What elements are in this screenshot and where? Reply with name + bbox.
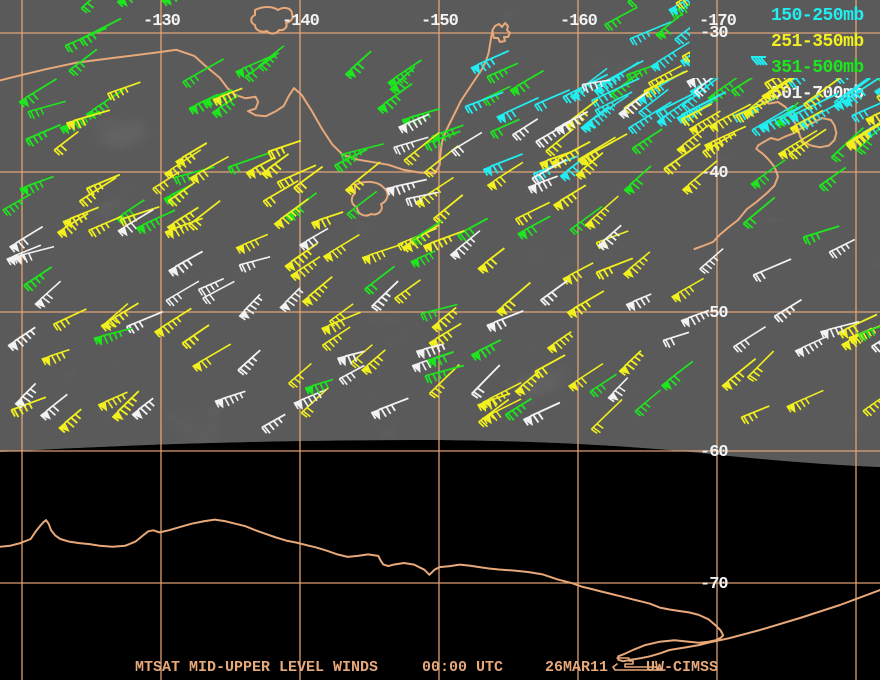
svg-text:-60: -60 (700, 443, 728, 462)
svg-text:150-250mb: 150-250mb (771, 6, 864, 26)
svg-text:-160: -160 (560, 12, 598, 31)
svg-text:351-500mb: 351-500mb (771, 58, 864, 78)
svg-text:-140: -140 (282, 12, 320, 31)
svg-text:-150: -150 (421, 12, 459, 31)
svg-text:-40: -40 (700, 164, 728, 183)
svg-text:-70: -70 (700, 575, 728, 594)
svg-text:MTSAT MID-UPPER LEVEL WINDS: MTSAT MID-UPPER LEVEL WINDS (135, 659, 378, 676)
svg-text:00:00 UTC: 00:00 UTC (422, 659, 503, 676)
svg-text:26MAR11: 26MAR11 (545, 659, 608, 676)
svg-text:251-350mb: 251-350mb (771, 32, 864, 52)
svg-text:-50: -50 (700, 304, 728, 323)
svg-text:-30: -30 (700, 24, 728, 43)
svg-text:-130: -130 (143, 12, 181, 31)
